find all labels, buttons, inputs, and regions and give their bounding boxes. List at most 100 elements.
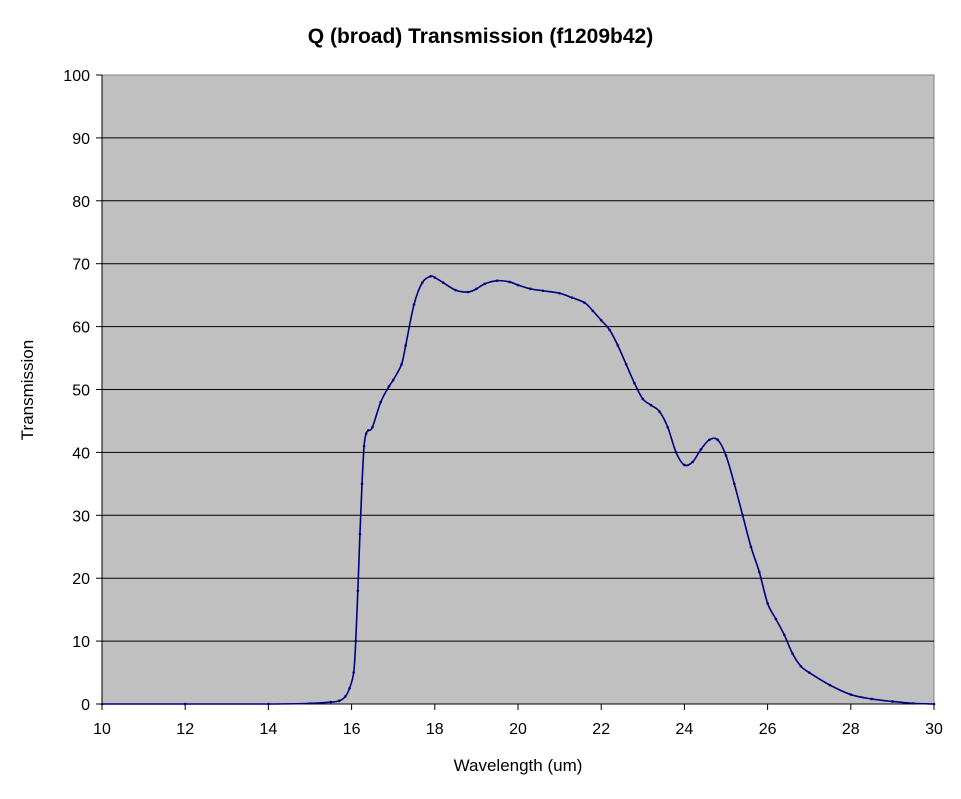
x-tick-label: 26 xyxy=(759,721,777,738)
y-tick-label: 60 xyxy=(72,320,90,337)
data-point xyxy=(757,570,761,574)
data-point xyxy=(466,290,470,294)
data-point xyxy=(749,545,753,549)
x-tick-label: 30 xyxy=(925,721,943,738)
data-point xyxy=(583,301,586,305)
data-point xyxy=(674,451,678,454)
y-tick-label: 70 xyxy=(72,257,90,274)
data-point xyxy=(352,671,355,674)
data-point xyxy=(774,617,778,621)
y-tick-label: 90 xyxy=(72,131,90,148)
data-point xyxy=(267,702,270,706)
data-point xyxy=(724,454,728,457)
data-point xyxy=(849,693,853,696)
data-point xyxy=(641,397,645,401)
y-tick-label: 20 xyxy=(72,571,90,588)
y-tick-label: 50 xyxy=(72,383,90,400)
data-point xyxy=(649,403,653,407)
x-tick-label: 18 xyxy=(426,721,444,738)
data-point xyxy=(400,363,403,366)
data-point xyxy=(360,482,364,486)
x-tick-label: 10 xyxy=(93,721,111,738)
data-point xyxy=(483,282,487,286)
y-tick-label: 10 xyxy=(72,634,90,651)
data-point xyxy=(733,482,736,486)
data-point xyxy=(716,438,719,442)
data-point xyxy=(366,429,370,432)
data-point xyxy=(766,602,769,605)
y-tick-label: 0 xyxy=(81,697,90,714)
data-point xyxy=(791,652,794,655)
data-point xyxy=(541,289,545,293)
data-point xyxy=(599,319,603,322)
series-layer xyxy=(100,274,936,706)
data-point xyxy=(591,309,595,313)
data-point xyxy=(870,697,873,701)
data-point xyxy=(624,363,628,366)
data-point xyxy=(364,432,368,435)
x-axis-label: Wavelength (um) xyxy=(453,756,583,775)
y-tick-label: 40 xyxy=(72,445,90,462)
data-point xyxy=(828,683,832,687)
y-axis-label: Transmission xyxy=(18,339,37,441)
data-point xyxy=(358,532,362,536)
data-point xyxy=(454,288,457,292)
y-tick-label: 80 xyxy=(72,194,90,211)
data-point xyxy=(691,460,695,464)
data-point xyxy=(508,280,511,284)
x-tick-label: 20 xyxy=(509,721,527,738)
data-point xyxy=(741,514,744,517)
data-point xyxy=(348,686,351,690)
x-tick-label: 16 xyxy=(343,721,361,738)
data-point xyxy=(433,276,437,279)
data-point xyxy=(379,400,383,404)
data-point xyxy=(658,410,661,413)
data-point xyxy=(683,463,686,467)
data-point xyxy=(391,378,395,382)
data-point xyxy=(495,279,499,282)
data-point xyxy=(344,695,347,698)
data-point xyxy=(807,671,811,674)
data-point xyxy=(354,639,358,643)
x-tick-label: 12 xyxy=(176,721,194,738)
data-point xyxy=(329,700,333,704)
data-point xyxy=(429,274,432,278)
data-point xyxy=(362,444,366,448)
data-point xyxy=(516,283,520,287)
data-point xyxy=(183,702,187,706)
data-point xyxy=(799,664,803,668)
data-point xyxy=(608,328,611,332)
x-tick-label: 14 xyxy=(260,721,278,738)
data-point xyxy=(356,589,360,593)
data-point xyxy=(616,344,620,347)
chart-title: Q (broad) Transmission (f1209b42) xyxy=(307,25,654,48)
data-point xyxy=(570,296,574,299)
data-point xyxy=(891,700,894,703)
data-point xyxy=(708,438,711,442)
data-point xyxy=(387,385,391,388)
y-tick-label: 100 xyxy=(63,68,90,85)
data-point xyxy=(404,344,407,347)
data-point xyxy=(666,425,670,429)
data-point xyxy=(371,425,374,429)
data-point xyxy=(782,633,786,637)
data-point xyxy=(412,303,416,306)
data-point xyxy=(932,702,936,706)
data-point xyxy=(529,287,532,291)
y-tick-label: 30 xyxy=(72,508,90,525)
x-tick-label: 28 xyxy=(842,721,860,738)
data-point xyxy=(337,699,341,703)
data-point xyxy=(911,702,915,705)
data-point xyxy=(441,281,445,284)
data-point xyxy=(633,381,636,385)
data-point xyxy=(699,447,703,451)
data-point xyxy=(100,702,104,706)
data-point xyxy=(475,287,478,291)
data-point xyxy=(558,291,561,295)
x-tick-label: 22 xyxy=(592,721,610,738)
x-tick-label: 24 xyxy=(676,721,694,738)
data-point xyxy=(308,702,312,705)
grid-lines xyxy=(102,137,934,642)
